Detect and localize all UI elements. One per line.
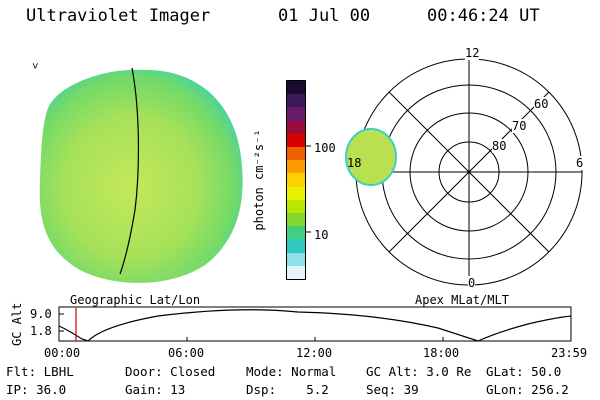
lat-label-80: 80 xyxy=(492,139,507,153)
colorbar-band xyxy=(287,160,305,174)
colorbar-band xyxy=(287,173,305,187)
colorbar-band xyxy=(287,133,305,148)
lat-label-70: 70 xyxy=(512,119,527,133)
colorbar-band xyxy=(287,213,305,227)
mlt-label-6: 6 xyxy=(576,156,584,170)
altitude-ylabel: GC Alt xyxy=(10,302,24,346)
mlt-label-18: 18 xyxy=(347,156,362,170)
colorbar-tick-100: 100 xyxy=(314,141,336,155)
info-seq: Seq: 39 xyxy=(366,382,419,397)
colorbar-band xyxy=(287,252,305,266)
time-tick-0000: 00:00 xyxy=(44,346,81,360)
altitude-ytick-1-8: 1.8 xyxy=(30,324,52,338)
info-dsp: Dsp: 5.2 xyxy=(246,382,329,397)
instrument-title: Ultraviolet Imager xyxy=(26,6,211,26)
info-flt: Flt: LBHL xyxy=(6,364,74,379)
colorbar-band xyxy=(287,265,305,280)
info-mode: Mode: Normal xyxy=(246,364,337,379)
polar-caption: Apex MLat/MLT xyxy=(415,293,509,307)
colorbar-band xyxy=(287,199,305,214)
colorbar-band xyxy=(287,147,305,161)
mlt-label-12: 12 xyxy=(465,46,480,60)
polar-plot xyxy=(345,58,583,286)
observation-date: 01 Jul 00 xyxy=(278,6,371,26)
time-tick-1800: 18:00 xyxy=(423,346,460,360)
geographic-caption: Geographic Lat/Lon xyxy=(70,293,201,307)
colorbar-band xyxy=(287,239,305,253)
colorbar-band xyxy=(287,186,305,200)
colorbar-band xyxy=(287,81,305,95)
colorbar-band xyxy=(287,94,305,108)
observation-time: 00:46:24 UT xyxy=(427,6,540,26)
info-door: Door: Closed xyxy=(125,364,216,379)
colorbar-band xyxy=(287,226,305,240)
info-gain: Gain: 13 xyxy=(125,382,186,397)
colorbar-band xyxy=(287,120,305,134)
colorbar-unit-label: photon cm⁻²s⁻¹ xyxy=(252,129,266,231)
altitude-plot xyxy=(58,306,572,342)
time-tick-1200: 12:00 xyxy=(296,346,333,360)
info-glat: GLat: 50.0 xyxy=(486,364,562,379)
info-ip: IP: 36.0 xyxy=(6,382,67,397)
geographic-image xyxy=(39,67,243,283)
altitude-curve xyxy=(58,309,572,342)
aurora-patch xyxy=(346,129,396,185)
time-tick-2359: 23:59 xyxy=(551,346,588,360)
orientation-marker: ˅ xyxy=(32,60,39,73)
time-tick-0600: 06:00 xyxy=(168,346,205,360)
colorbar xyxy=(286,80,306,280)
info-glon: GLon: 256.2 xyxy=(486,382,569,397)
terminator-line xyxy=(119,67,140,275)
colorbar-tick-10: 10 xyxy=(314,228,329,242)
info-gc-alt: GC Alt: 3.0 Re xyxy=(366,364,472,379)
colorbar-band xyxy=(287,107,305,121)
lat-label-60: 60 xyxy=(534,97,549,111)
mlt-label-0: 0 xyxy=(468,276,476,290)
altitude-ytick-9: 9.0 xyxy=(30,307,52,321)
